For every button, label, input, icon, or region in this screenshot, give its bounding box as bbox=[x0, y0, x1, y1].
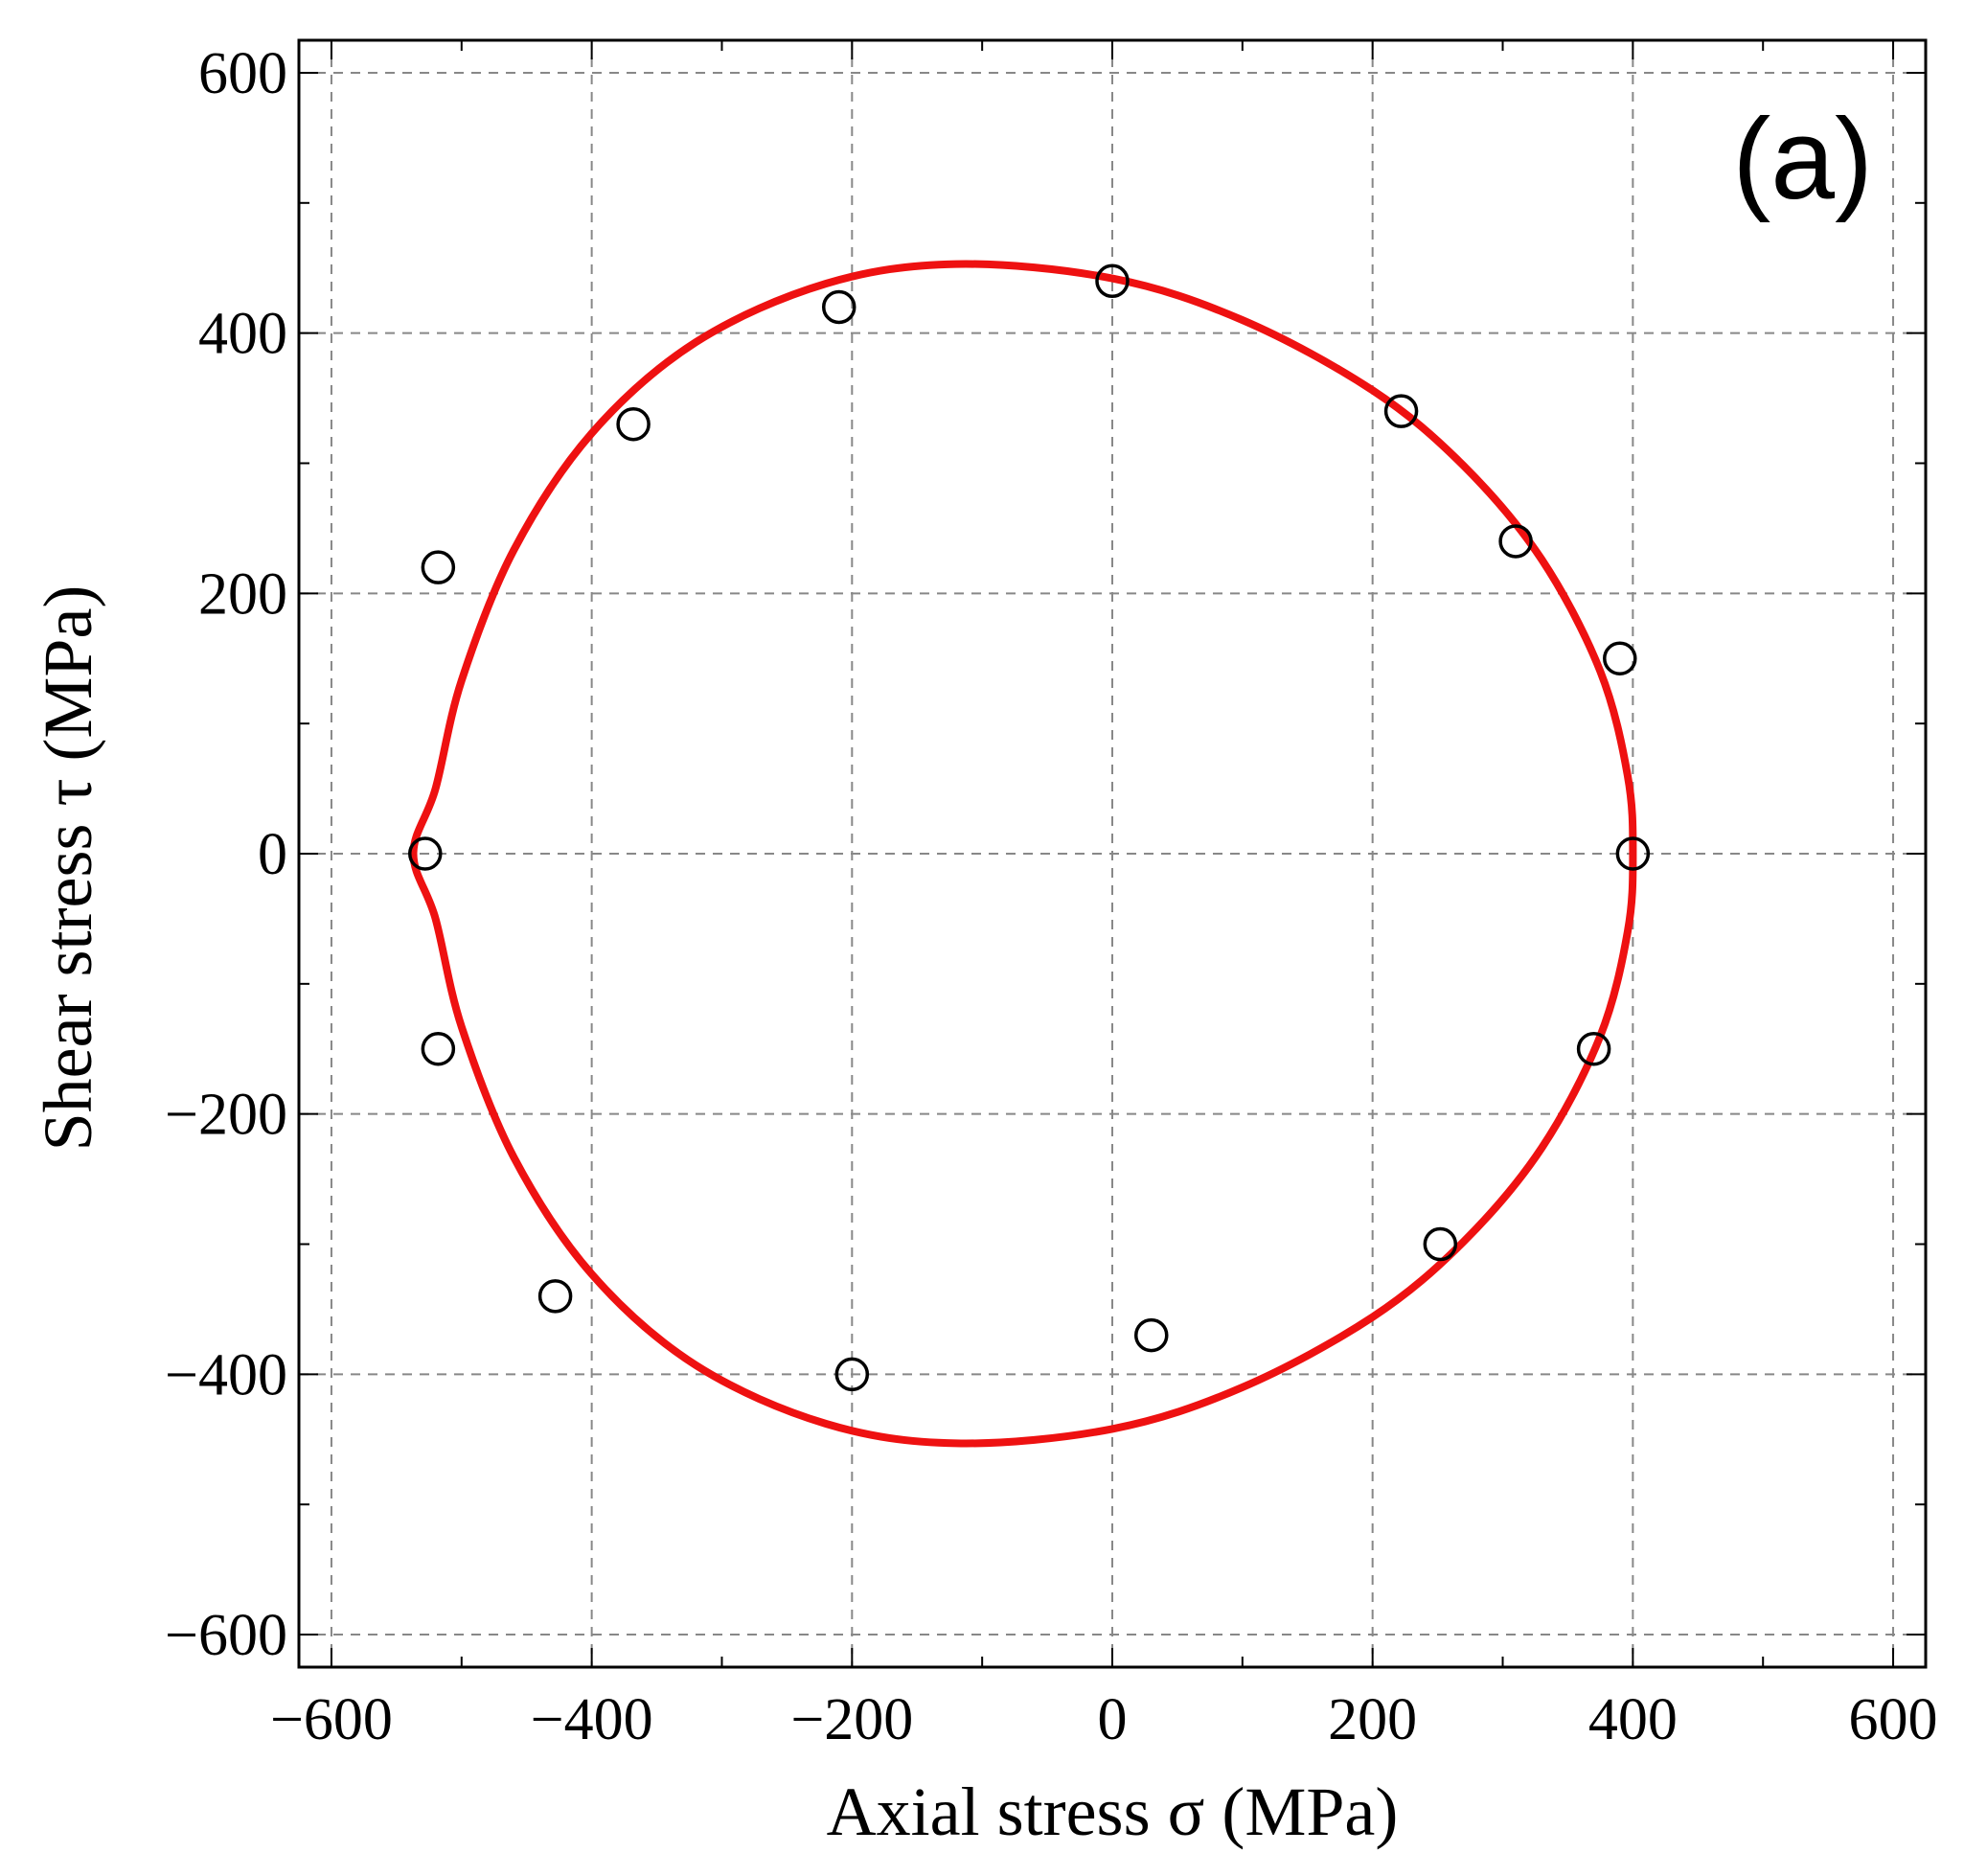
data-point bbox=[821, 289, 856, 325]
axis-ticks bbox=[299, 40, 1926, 1667]
y-tick-label: 600 bbox=[198, 41, 287, 106]
grid-lines bbox=[299, 40, 1926, 1667]
yield-locus-curve bbox=[409, 260, 1637, 1448]
plot-frame bbox=[297, 38, 1928, 1669]
data-point bbox=[1576, 1032, 1611, 1066]
yield-locus-layer bbox=[409, 260, 1637, 1448]
data-point bbox=[1615, 836, 1651, 871]
data-point bbox=[537, 1279, 573, 1314]
data-point bbox=[1095, 263, 1130, 299]
y-tick-label: −400 bbox=[165, 1342, 287, 1407]
x-tick-label: 200 bbox=[1328, 1687, 1417, 1752]
data-point bbox=[834, 1357, 870, 1392]
x-axis-label: Axial stress σ (MPa) bbox=[827, 1773, 1399, 1850]
data-point bbox=[1134, 1317, 1169, 1353]
x-tick-label: −600 bbox=[270, 1687, 393, 1752]
x-tick-labels: −600 −400 −200 0 200 400 600 bbox=[270, 1687, 1938, 1752]
data-point bbox=[1603, 641, 1637, 675]
y-tick-label: 0 bbox=[258, 822, 287, 887]
data-point bbox=[408, 836, 443, 871]
y-tick-labels: −600 −400 −200 0 200 400 600 bbox=[165, 41, 287, 1668]
y-tick-label: −200 bbox=[165, 1083, 287, 1148]
x-tick-label: −200 bbox=[790, 1687, 913, 1752]
data-point bbox=[1383, 394, 1419, 428]
y-tick-label: −600 bbox=[165, 1603, 287, 1668]
data-point bbox=[421, 550, 456, 584]
y-tick-label: 400 bbox=[198, 302, 287, 367]
data-point bbox=[616, 406, 651, 442]
x-tick-label: 400 bbox=[1588, 1687, 1678, 1752]
data-point bbox=[1498, 524, 1533, 559]
y-tick-label: 200 bbox=[198, 561, 287, 627]
y-axis-label: Shear stress τ (MPa) bbox=[30, 585, 106, 1152]
x-tick-label: 600 bbox=[1849, 1687, 1938, 1752]
data-point bbox=[421, 1032, 456, 1066]
data-points-layer bbox=[408, 263, 1651, 1392]
data-point bbox=[1423, 1226, 1458, 1262]
x-tick-label: 0 bbox=[1098, 1687, 1128, 1752]
panel-label: (a) bbox=[1732, 95, 1873, 223]
x-tick-label: −400 bbox=[531, 1687, 653, 1752]
